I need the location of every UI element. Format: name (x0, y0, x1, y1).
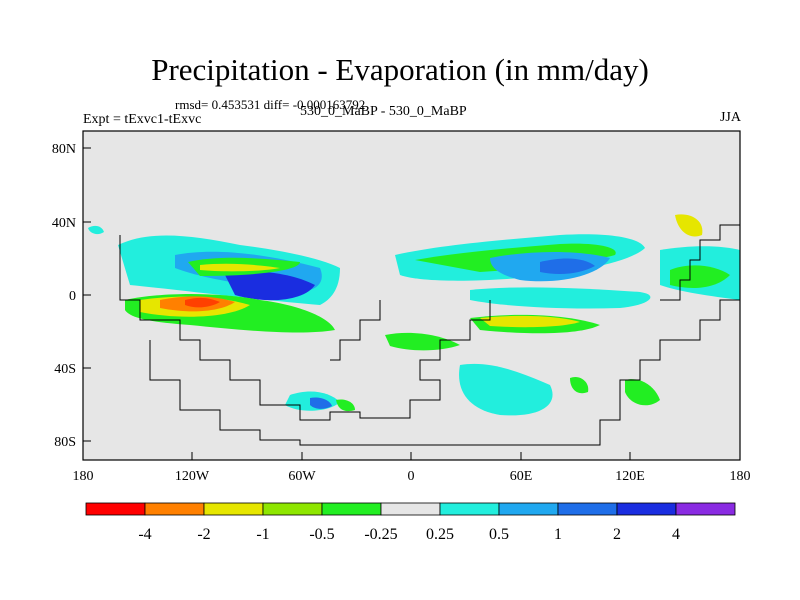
patch-pacific-yellow (200, 263, 280, 272)
coastline-outline-a (119, 235, 491, 421)
colorbar-label: 2 (613, 526, 621, 543)
lon-tick-120e: 120E (615, 469, 645, 484)
patch-east-green (670, 265, 730, 288)
season-label: JJA (719, 110, 741, 125)
period-label: 530_0_MaBP - 530_0_MaBP (300, 104, 467, 119)
patch-mid-cyan (470, 287, 651, 309)
patch-west-cyan (88, 225, 104, 235)
colorbar-box (380, 502, 441, 516)
patch-south-red (185, 297, 220, 308)
lon-tick-0: 0 (408, 469, 415, 484)
lon-tick-60w: 60W (288, 469, 316, 484)
lat-axis: 80N 40N 0 40S 80S (52, 142, 91, 450)
colorbar-label: -1 (256, 526, 269, 543)
lat-tick-80s: 80S (54, 435, 76, 450)
colorbar-label: 0.5 (489, 526, 509, 543)
coastline-outline-b (330, 300, 381, 361)
lat-tick-80n: 80N (52, 142, 76, 157)
coastline-outline-c (149, 299, 740, 446)
plot-title: Precipitation - Evaporation (in mm/day) (151, 52, 649, 87)
lat-tick-40s: 40S (54, 362, 76, 377)
colorbar-box (498, 502, 559, 516)
patch-so-green (570, 376, 589, 394)
lon-tick-120w: 120W (175, 469, 210, 484)
colorbar-label: 1 (554, 526, 562, 543)
colorbar-box (557, 502, 618, 516)
colorbar-box (203, 502, 264, 516)
patch-eq-darkblue (540, 258, 595, 274)
colorbar-label: -0.5 (309, 526, 334, 543)
colorbar-label: 4 (672, 526, 680, 543)
patch-so-blue (310, 397, 332, 409)
patch-south-atl-green (385, 332, 460, 351)
colorbar-label: -4 (138, 526, 151, 543)
field-patches (88, 214, 740, 416)
lon-tick-60e: 60E (510, 469, 533, 484)
patch-so-green2 (625, 379, 660, 406)
patch-east-yellow (675, 214, 703, 237)
stats-label: rmsd= 0.453531 diff= -0.000163792 (175, 97, 366, 112)
colorbar-label: -0.25 (364, 526, 397, 543)
colorbar: -4 -2 -1 -0.5 -0.25 0.25 0.5 1 2 4 (85, 502, 736, 543)
colorbar-box (439, 502, 500, 516)
lon-axis: 180 120W 60W 0 60E 120E 180 (73, 452, 751, 484)
patch-so-cyan2 (459, 363, 553, 416)
colorbar-label: 0.25 (426, 526, 454, 543)
colorbar-label: -2 (197, 526, 210, 543)
experiment-label: Expt = tExvc1-tExvc (83, 112, 202, 127)
colorbar-box (262, 502, 323, 516)
lat-tick-40n: 40N (52, 216, 76, 231)
lon-tick-180e: 180 (730, 469, 751, 484)
colorbar-box (321, 502, 382, 516)
colorbar-box (616, 502, 677, 516)
lon-tick-180w: 180 (73, 469, 94, 484)
colorbar-box (85, 502, 146, 516)
colorbar-box (675, 502, 736, 516)
patch-so-green3 (336, 399, 355, 412)
colorbar-box (144, 502, 205, 516)
lat-tick-0: 0 (69, 289, 76, 304)
patch-pacific-darkblue (225, 271, 315, 301)
patch-lower-yellow (480, 315, 580, 328)
coastline-outline-d (660, 224, 740, 301)
